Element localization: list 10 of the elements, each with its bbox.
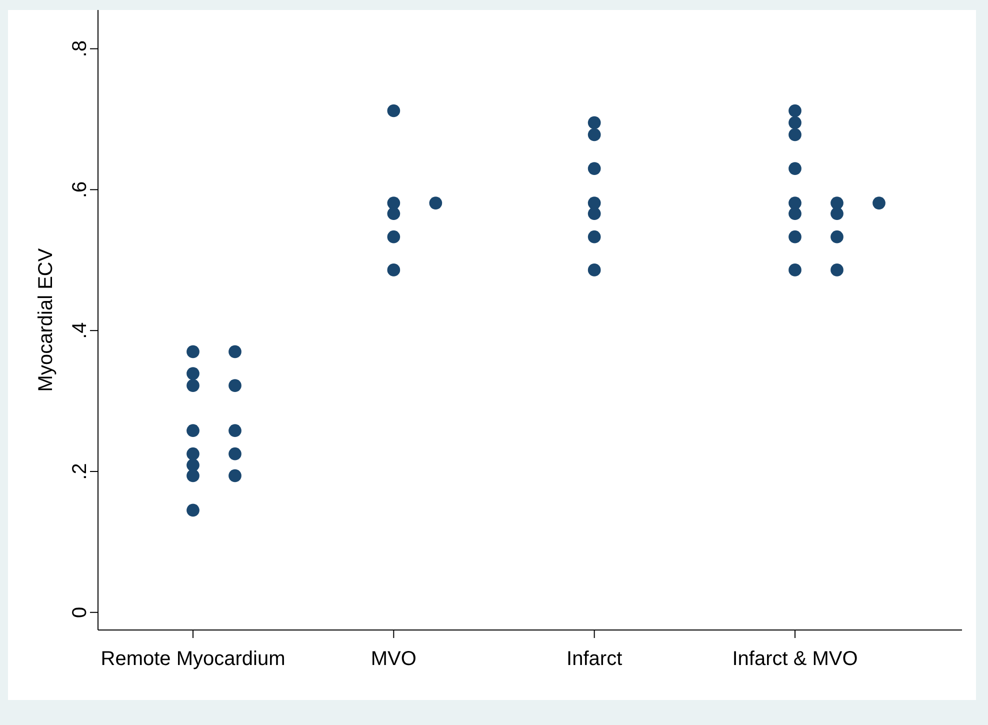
x-tick-label: MVO — [370, 648, 416, 670]
y-tick-label: 0 — [69, 606, 91, 618]
x-tick-label: Infarct & MVO — [732, 648, 858, 670]
y-tick-label: .8 — [69, 40, 91, 58]
y-axis-title: Myocardial ECV — [35, 248, 57, 392]
y-tick-label: .6 — [69, 181, 91, 198]
x-tick-label: Infarct — [566, 648, 623, 670]
y-tick-label: .2 — [69, 463, 91, 480]
y-tick-label: .4 — [69, 322, 91, 339]
x-tick-label: Remote Myocardium — [100, 648, 286, 670]
